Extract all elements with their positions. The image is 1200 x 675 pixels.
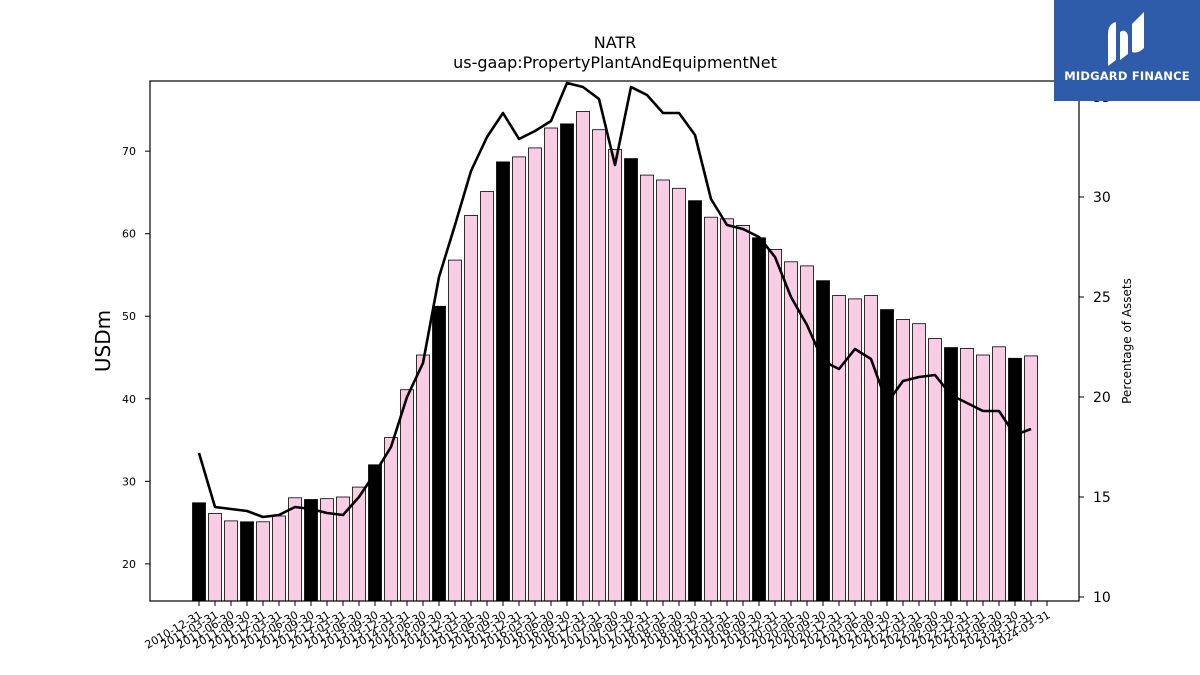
bar-2016-09-30 <box>560 123 574 602</box>
bar-2019-09-30 <box>752 237 766 602</box>
y-axis: 20 30 40 50 60 70 <box>122 145 150 571</box>
percentage-line <box>197 81 1032 519</box>
bar-2022-12-31 <box>960 347 974 602</box>
bar-2014-12-31 <box>448 259 462 602</box>
y2-tick-label-20: 20 <box>1093 390 1111 406</box>
bar-2020-09-30 <box>816 280 830 602</box>
bar-2012-03-31 <box>272 515 286 602</box>
bar-2017-06-30 <box>608 149 622 602</box>
bar-2013-12-31 <box>384 437 398 602</box>
midgard-logo-icon <box>1108 12 1144 66</box>
bar-2012-09-30 <box>304 499 318 602</box>
bar-2015-03-31 <box>464 215 478 602</box>
bar-2017-03-31 <box>592 129 606 602</box>
bar-2019-06-30 <box>736 224 750 602</box>
bar-2012-06-30 <box>288 497 302 602</box>
bar-2023-06-30 <box>992 346 1006 602</box>
bar-2017-12-31 <box>640 174 654 602</box>
bar-2022-06-30 <box>928 338 942 602</box>
bar-2017-09-30 <box>624 158 638 602</box>
bar-2014-09-30 <box>432 305 446 602</box>
chart-title: NATR <box>594 33 637 52</box>
bar-2023-09-30 <box>1008 357 1022 602</box>
bar-series <box>192 111 1038 602</box>
bar-2013-06-30 <box>352 486 366 602</box>
brand-logo: MIDGARD FINANCE <box>1054 0 1200 101</box>
bar-2013-09-30 <box>368 464 382 602</box>
y2-tick-label-25: 25 <box>1093 290 1111 306</box>
bar-2023-12-31 <box>1024 355 1038 602</box>
brand-name: MIDGARD FINANCE <box>1064 69 1190 83</box>
bar-2015-09-30 <box>496 161 510 602</box>
bar-2016-12-31 <box>576 111 590 602</box>
line-series <box>197 81 1032 519</box>
bar-2013-03-31 <box>336 496 350 602</box>
bar-2011-12-31 <box>256 521 270 602</box>
y2-tick-label-10: 10 <box>1093 590 1111 606</box>
bar-2021-03-31 <box>848 298 862 602</box>
bar-2020-12-31 <box>832 295 846 602</box>
bar-2014-06-30 <box>416 354 430 602</box>
y2-axis: 101520253035 <box>1079 90 1111 606</box>
bar-2016-06-30 <box>544 127 558 602</box>
bar-2014-03-31 <box>400 389 414 602</box>
bar-2015-12-31 <box>512 156 526 602</box>
bar-2015-06-30 <box>480 191 494 602</box>
y2-tick-label-30: 30 <box>1093 190 1111 206</box>
bar-2018-06-30 <box>672 187 686 602</box>
y-tick-label-30: 30 <box>122 475 136 488</box>
y2-axis-label: Percentage of Assets <box>1120 278 1134 404</box>
bar-2019-03-31 <box>720 218 734 602</box>
bar-2011-06-30 <box>224 520 238 602</box>
bar-2021-06-30 <box>864 295 878 602</box>
bar-2011-03-31 <box>208 513 222 602</box>
y-tick-label-70: 70 <box>122 145 136 158</box>
bar-2022-03-31 <box>912 323 926 602</box>
bar-2018-12-31 <box>704 216 718 602</box>
bar-2021-09-30 <box>880 309 894 602</box>
bar-2010-12-31 <box>192 502 206 602</box>
bar-2011-09-30 <box>240 521 254 602</box>
bar-2020-03-31 <box>784 261 798 602</box>
bar-2018-09-30 <box>688 200 702 602</box>
x-axis: 2010-12-312011-03-312011-06-302011-09-30… <box>143 601 1053 652</box>
y-tick-label-40: 40 <box>122 393 136 406</box>
bar-2019-12-31 <box>768 248 782 602</box>
y-tick-label-60: 60 <box>122 228 136 241</box>
y-axis-label: USDm <box>91 310 115 372</box>
y-tick-label-20: 20 <box>122 558 136 571</box>
bar-2023-03-31 <box>976 354 990 602</box>
chart-subtitle: us-gaap:PropertyPlantAndEquipmentNet <box>453 53 777 72</box>
bar-2021-12-31 <box>896 319 910 602</box>
y-tick-label-50: 50 <box>122 310 136 323</box>
bar-2016-03-31 <box>528 147 542 602</box>
bar-2018-03-31 <box>656 179 670 602</box>
y2-tick-label-15: 15 <box>1093 490 1111 506</box>
bar-2022-09-30 <box>944 347 958 602</box>
